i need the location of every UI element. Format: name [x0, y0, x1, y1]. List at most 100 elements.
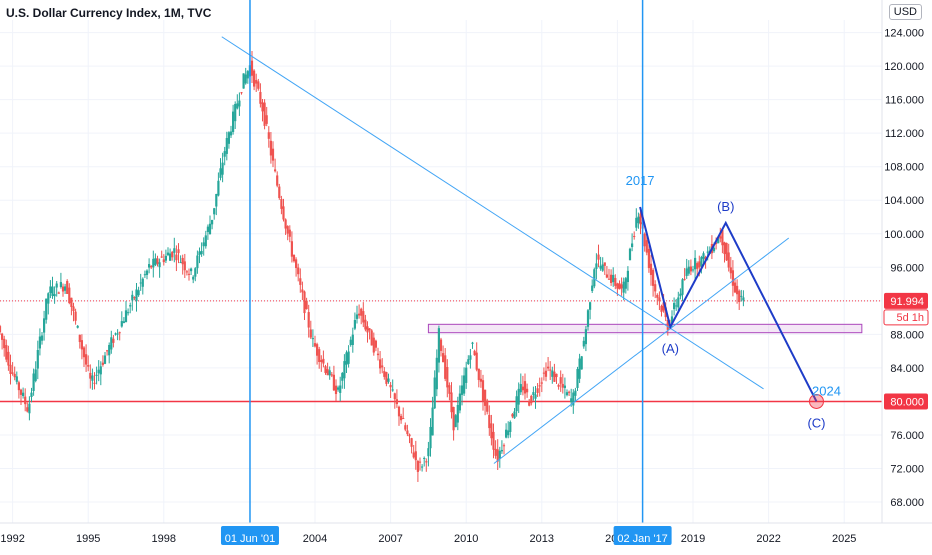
- candle-body: [347, 351, 350, 364]
- candle-body: [49, 286, 52, 293]
- candle-body: [187, 273, 191, 275]
- candle-body: [307, 312, 310, 328]
- candle-body: [47, 293, 50, 304]
- candle-body: [694, 257, 697, 270]
- candle-body: [551, 370, 554, 377]
- y-tick-label: 68.000: [890, 497, 924, 509]
- currency-badge[interactable]: USD: [888, 4, 922, 20]
- candle-body: [553, 371, 556, 382]
- candle-body: [295, 259, 298, 269]
- candle-body: [40, 335, 44, 341]
- candle-body: [85, 354, 88, 365]
- candle-body: [416, 460, 419, 472]
- candle-body: [740, 295, 743, 297]
- candle-body: [706, 251, 709, 253]
- candle-body: [395, 399, 398, 405]
- candle-body: [519, 384, 522, 393]
- candle-body: [547, 366, 550, 369]
- candle-body: [479, 378, 482, 382]
- candle-body: [211, 219, 214, 225]
- candle-body: [124, 310, 128, 323]
- candle-body: [618, 283, 621, 290]
- time-marker-label: 02 Jan '17: [617, 533, 667, 545]
- candle-body: [232, 111, 235, 132]
- candle-body: [696, 263, 699, 269]
- x-tick-label: 2010: [454, 533, 478, 545]
- y-tick-label: 104.000: [884, 195, 924, 207]
- candle-body: [141, 278, 144, 287]
- y-tick-label: 108.000: [884, 162, 924, 174]
- candle-body: [114, 333, 117, 335]
- candle-body: [500, 449, 503, 452]
- candle-body: [698, 261, 701, 268]
- candle-body: [544, 370, 548, 377]
- candle-body: [379, 359, 382, 369]
- candle-body: [93, 382, 96, 384]
- candle-body: [687, 266, 690, 274]
- candle-body: [738, 290, 741, 303]
- candle-body: [238, 100, 241, 107]
- candle-body: [95, 374, 98, 376]
- candle-body: [206, 226, 209, 232]
- candle-body: [200, 250, 203, 255]
- candle-body: [101, 362, 104, 365]
- candle-body: [164, 255, 167, 261]
- candle-body: [198, 251, 201, 256]
- candle-body: [255, 80, 258, 84]
- candle-body: [406, 430, 409, 435]
- candle-body: [610, 274, 613, 283]
- candle-body: [442, 353, 445, 363]
- candle-body: [257, 81, 260, 89]
- candle-body: [110, 337, 113, 350]
- y-tick-label: 88.000: [890, 329, 924, 341]
- candle-body: [267, 132, 270, 139]
- candle-body: [523, 381, 527, 394]
- support-price-tag: 80.000: [890, 396, 924, 408]
- candle-body: [393, 393, 396, 400]
- candle-body: [435, 357, 438, 390]
- candle-body: [0, 333, 4, 340]
- wave-label: 2017: [626, 173, 655, 188]
- time-marker-bg: [613, 526, 672, 545]
- candle-body: [351, 334, 354, 346]
- candle-body: [0, 326, 2, 333]
- candle-body: [683, 278, 686, 280]
- y-tick-label: 124.000: [884, 28, 924, 40]
- candle-body: [150, 265, 153, 268]
- candle-body: [274, 169, 277, 172]
- candle-body: [542, 372, 545, 374]
- candle-body: [72, 306, 75, 312]
- candle-body: [70, 297, 73, 308]
- candle-body: [246, 71, 249, 79]
- candle-body: [145, 270, 149, 276]
- candle-body: [576, 369, 579, 388]
- candle-body: [534, 394, 537, 399]
- candle-body: [448, 385, 451, 394]
- candle-body: [652, 269, 655, 286]
- candle-body: [15, 376, 18, 382]
- candle-body: [586, 310, 590, 327]
- candle-body: [536, 388, 539, 393]
- candle-body: [265, 115, 268, 124]
- x-tick-label: 2007: [378, 533, 402, 545]
- candle-body: [173, 248, 176, 253]
- candle-body: [311, 338, 314, 340]
- candle-body: [715, 242, 718, 244]
- candle-body: [589, 302, 592, 310]
- candle-body: [389, 384, 392, 388]
- candle-body: [190, 268, 193, 272]
- candle-body: [616, 283, 619, 289]
- candle-body: [328, 370, 331, 376]
- candle-body: [137, 290, 140, 296]
- candle-body: [532, 392, 535, 396]
- candle-body: [383, 371, 386, 377]
- candle-body: [515, 396, 518, 412]
- candle-body: [219, 168, 222, 178]
- candle-body: [565, 392, 569, 396]
- candle-body: [649, 263, 653, 275]
- candle-body: [175, 254, 178, 261]
- candle-body: [152, 258, 155, 268]
- time-marker-bg: [220, 526, 279, 545]
- candle-body: [725, 242, 728, 261]
